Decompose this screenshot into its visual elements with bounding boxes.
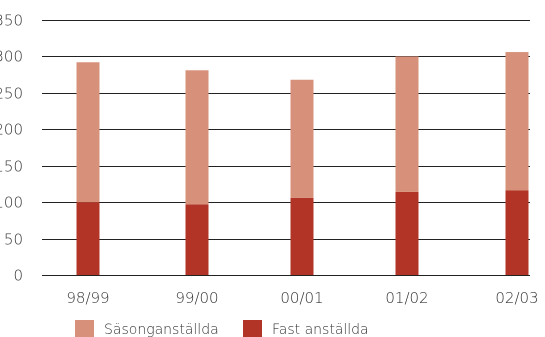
x-tick-label: 99/00 [175, 289, 218, 307]
bar-segment-seasonal [291, 80, 314, 198]
legend: Säsonganställda Fast anställda [75, 320, 369, 337]
y-tick-label: 350 [0, 12, 23, 30]
y-tick-label: 100 [0, 194, 23, 212]
bar-segment-seasonal [186, 70, 209, 204]
x-tick-label: 98/99 [66, 289, 109, 307]
bar-segment-seasonal [77, 62, 100, 202]
y-tick-label: 250 [0, 85, 23, 103]
legend-swatch-permanent [243, 320, 262, 337]
y-tick-label: 200 [0, 121, 23, 139]
bar-segment-seasonal [506, 52, 529, 190]
legend-swatch-seasonal [75, 320, 94, 337]
legend-label-seasonal: Säsonganställda [104, 322, 219, 337]
y-tick-label: 50 [4, 231, 23, 249]
bar-segment-permanent [291, 198, 314, 275]
legend-label-permanent: Fast anställda [272, 322, 369, 337]
bar-segment-permanent [77, 202, 100, 275]
bar-segment-seasonal [396, 56, 419, 192]
x-tick-label: 00/01 [280, 289, 323, 307]
bar-segment-permanent [186, 204, 209, 275]
gridlines [42, 21, 530, 276]
y-tick-label: 0 [13, 267, 23, 285]
x-axis-tick-labels: 98/99 99/00 00/01 01/02 02/03 [66, 289, 538, 307]
x-tick-label: 01/02 [385, 289, 428, 307]
x-tick-label: 02/03 [495, 289, 538, 307]
bar-segment-permanent [396, 192, 419, 275]
y-tick-label: 300 [0, 48, 23, 66]
bar-segment-permanent [506, 190, 529, 275]
bars [77, 52, 529, 275]
y-tick-label: 150 [0, 158, 23, 176]
y-axis-tick-labels: 0 50 100 150 200 250 300 350 [0, 12, 23, 285]
